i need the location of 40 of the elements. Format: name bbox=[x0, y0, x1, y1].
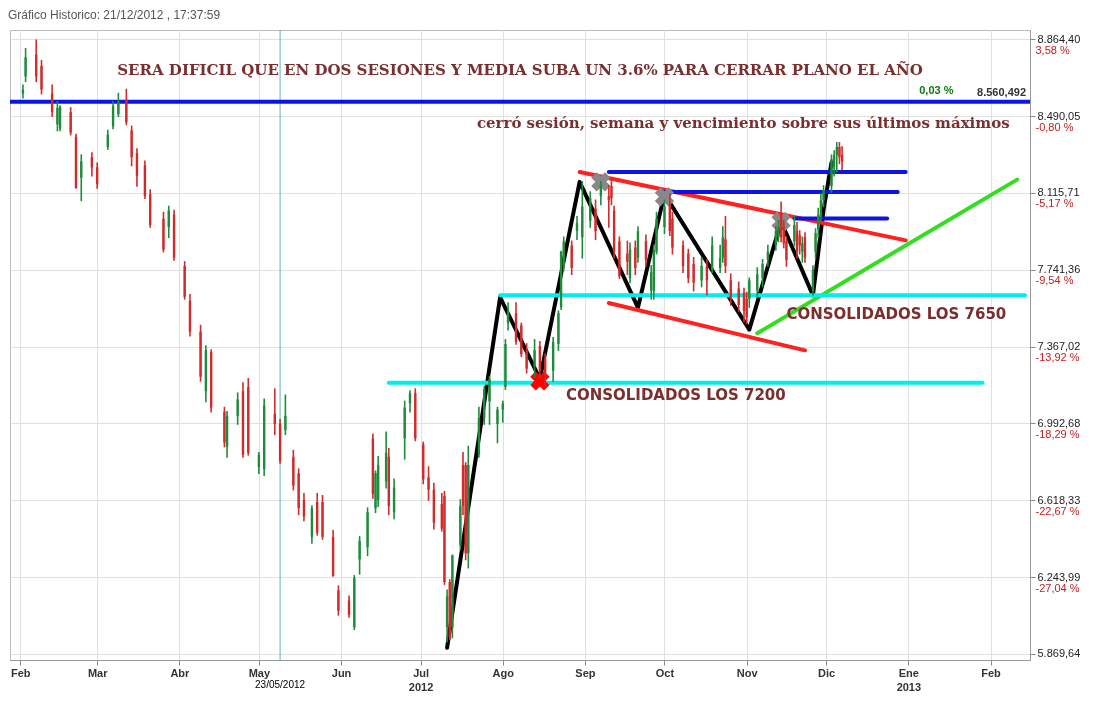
annotation: 0,03 % bbox=[919, 84, 954, 97]
candlestick bbox=[801, 236, 804, 263]
x-tick-label: Dic bbox=[818, 666, 836, 679]
x-tick-label: Sep bbox=[575, 666, 596, 679]
annotation: cerró sesión, semana y vencimiento sobre sus últimos máximos bbox=[476, 114, 1010, 133]
x-tick-label: Ene 2013 bbox=[896, 666, 922, 693]
annotation: SERA DIFICIL QUE EN DOS SESIONES Y MEDIA SUBA UN 3.6% PARA CERRAR PLANO EL AÑO bbox=[117, 59, 923, 79]
x-tick-label: Feb bbox=[981, 666, 1002, 679]
annotation: CONSOLIDADOS LOS 7650 bbox=[786, 305, 1007, 324]
x-tick-label: Jun bbox=[331, 666, 352, 679]
x-tick-label: Feb bbox=[11, 666, 31, 679]
y2-tick-label: -13,92 % bbox=[1035, 351, 1080, 364]
y2-tick-label: -9,54 % bbox=[1035, 274, 1074, 287]
x-tick-label: Nov bbox=[736, 666, 759, 679]
x-tick-label: Mar bbox=[87, 666, 109, 679]
y2-tick-label: -5,17 % bbox=[1035, 197, 1074, 210]
annotation: CONSOLIDADOS LOS 7200 bbox=[565, 386, 786, 405]
y2-tick-label: -22,67 % bbox=[1035, 504, 1080, 517]
x-tick-label: Jul 2012 bbox=[408, 666, 434, 693]
x-tick-label: Abr bbox=[170, 666, 191, 679]
y-tick-label: 8.490,05 bbox=[1037, 109, 1081, 122]
y2-tick-label: -18,29 % bbox=[1035, 427, 1080, 440]
chart-title: Gráfico Historico: 21/12/2012 , 17:37:59 bbox=[8, 7, 221, 22]
y-tick-label: 7.741,36 bbox=[1037, 263, 1081, 276]
y2-tick-label: -27,04 % bbox=[1035, 581, 1080, 594]
y-tick-label: 6.992,68 bbox=[1037, 416, 1081, 429]
y-tick-label: 6.243,99 bbox=[1037, 570, 1081, 583]
x-tick-label: Ago bbox=[492, 666, 515, 679]
y-tick-label: 5.869,64 bbox=[1037, 647, 1081, 660]
ref-line-label: 8.560,492 bbox=[977, 85, 1026, 98]
y-tick-label: 8.864,40 bbox=[1037, 32, 1081, 45]
y-tick-label: 8.115,71 bbox=[1037, 186, 1080, 199]
y-tick-label: 6.618,33 bbox=[1037, 493, 1081, 506]
x-tick-label: May bbox=[248, 666, 271, 679]
x-tick-label: Oct bbox=[655, 666, 675, 679]
y2-tick-label: -0,80 % bbox=[1035, 120, 1074, 133]
ref-line-label: 23/05/2012 bbox=[255, 679, 306, 690]
y2-tick-label: 3,58 % bbox=[1035, 43, 1070, 56]
point bbox=[591, 172, 611, 192]
y-tick-label: 7.367,02 bbox=[1037, 340, 1081, 353]
